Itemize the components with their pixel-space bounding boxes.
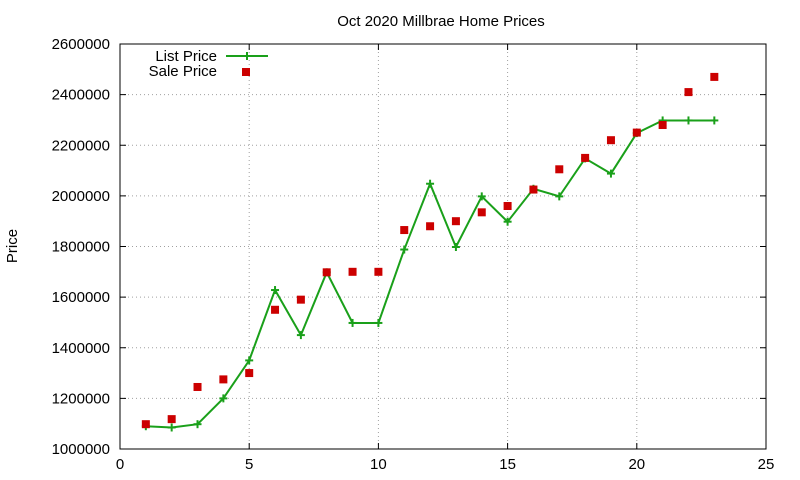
plot-area [141, 72, 719, 432]
sale-price-point [426, 222, 435, 231]
list-price-point [684, 116, 693, 125]
legend-swatch-sale-price [242, 68, 250, 76]
x-tick-label: 10 [370, 456, 387, 473]
chart-title: Oct 2020 Millbrae Home Prices [337, 13, 545, 30]
y-tick-label: 2000000 [52, 188, 110, 205]
sale-price-point [348, 267, 357, 276]
legend-label-sale-price: Sale Price [149, 63, 217, 80]
sale-price-point [271, 305, 280, 314]
y-tick-label: 1000000 [52, 441, 110, 458]
y-tick-label: 1200000 [52, 390, 110, 407]
y-tick-label: 2200000 [52, 137, 110, 154]
list-price-point [400, 245, 409, 254]
axis-ticks: 0 5 10 15 20 25 1000000 1200000 1400000 1600000 18… [52, 36, 775, 473]
sale-price-point [710, 72, 719, 81]
sale-price-point [374, 267, 383, 276]
list-price-point [710, 116, 719, 125]
x-tick-label: 0 [116, 456, 124, 473]
sale-price-point [400, 226, 409, 235]
series-line-list-price [145, 119, 715, 429]
sale-price-point [167, 415, 176, 424]
sale-price-point [581, 153, 590, 162]
list-price-point [555, 192, 564, 201]
list-price-point [426, 179, 435, 188]
x-tick-label: 20 [628, 456, 645, 473]
sale-price-point [529, 185, 538, 194]
x-tick-label: 5 [245, 456, 253, 473]
sale-price-point [193, 382, 202, 391]
y-tick-label: 1600000 [52, 289, 110, 306]
list-price-point [374, 318, 383, 327]
legend-label-list-price: List Price [155, 48, 217, 65]
sale-price-point [555, 165, 564, 174]
list-price-point [167, 423, 176, 432]
y-axis-title: Price [4, 229, 21, 263]
y-tick-label: 2600000 [52, 36, 110, 53]
list-price-point [477, 192, 486, 201]
list-price-point [348, 318, 357, 327]
sale-price-point [296, 295, 305, 304]
list-price-point [606, 169, 615, 178]
list-price-point [451, 243, 460, 252]
sale-price-point [477, 208, 486, 217]
x-tick-label: 15 [499, 456, 516, 473]
list-price-point [219, 394, 228, 403]
sale-price-point [451, 217, 460, 226]
sale-price-point [245, 369, 254, 378]
sale-price-point [141, 420, 150, 429]
sale-price-point [503, 202, 512, 210]
list-price-point [296, 331, 305, 340]
y-tick-label: 1800000 [52, 239, 110, 256]
y-tick-label: 1400000 [52, 340, 110, 357]
x-tick-label: 25 [758, 456, 775, 473]
list-price-point [245, 356, 254, 365]
y-tick-label: 2400000 [52, 87, 110, 104]
grid [120, 44, 766, 449]
list-price-point [271, 286, 280, 295]
list-price-point [503, 217, 512, 226]
sale-price-point [632, 128, 641, 137]
sale-price-point [684, 88, 693, 97]
sale-price-point [606, 136, 615, 145]
list-price-point [193, 420, 202, 429]
sale-price-point [219, 375, 228, 384]
sale-price-point [658, 121, 667, 129]
sale-price-point [322, 268, 331, 277]
